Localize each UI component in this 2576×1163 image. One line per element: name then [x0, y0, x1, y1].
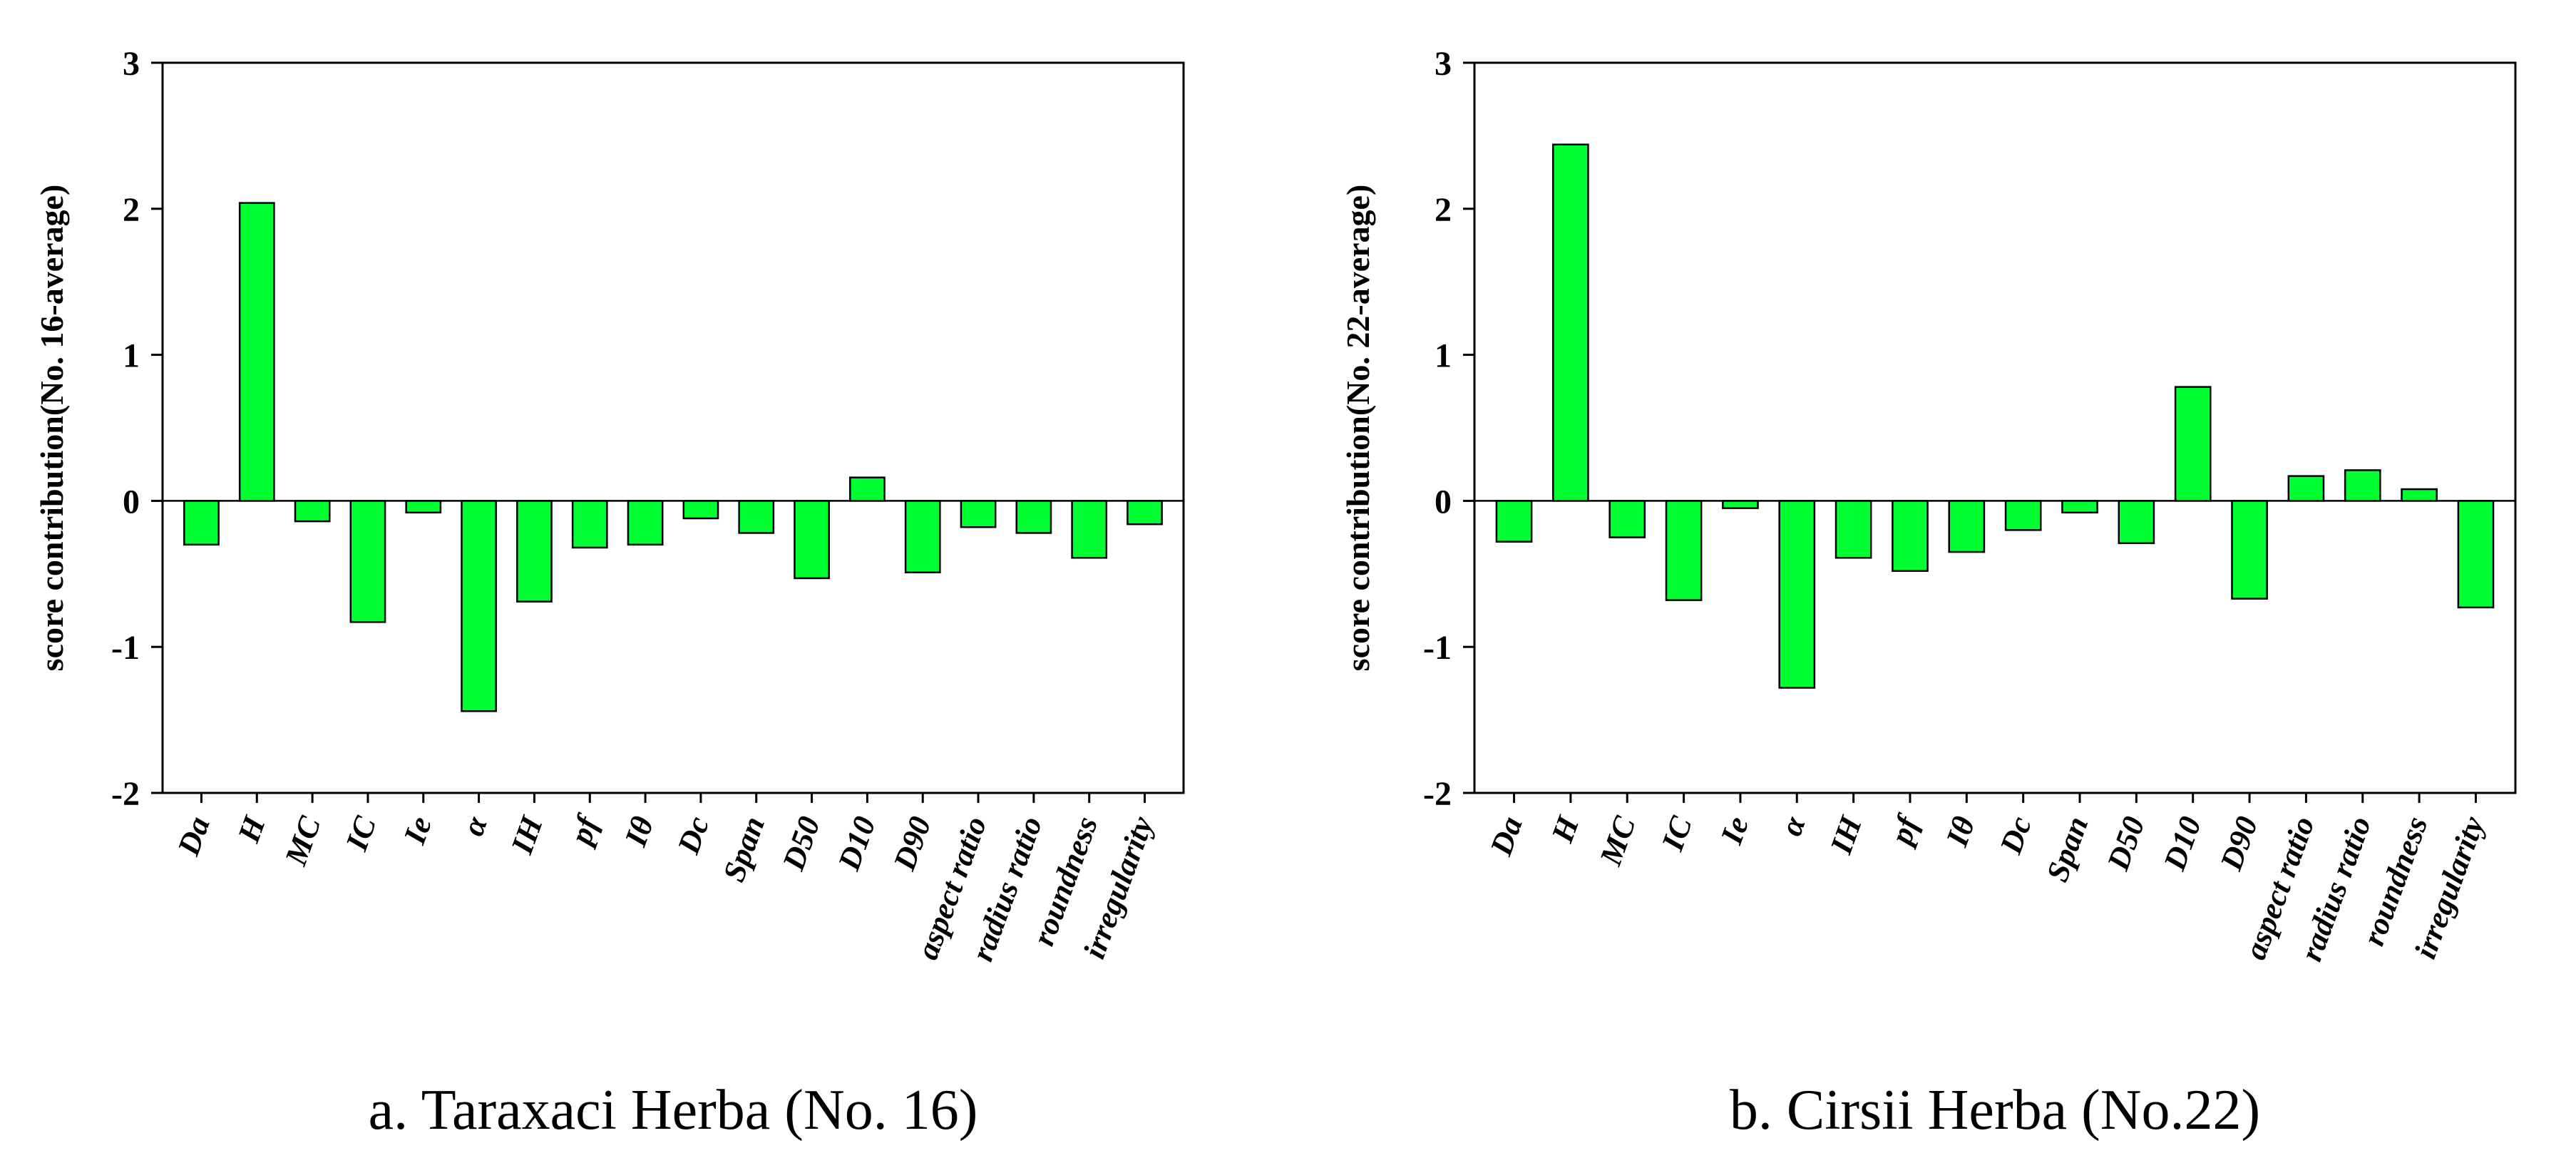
category-label: α: [456, 811, 495, 840]
plot-frame: [161, 61, 1185, 794]
category-label: D50: [776, 812, 827, 876]
bar-irregularity: [2457, 500, 2495, 609]
y-tick-label: 1: [1435, 337, 1452, 375]
category-label: Span: [2040, 812, 2095, 886]
bar-MC: [1608, 500, 1646, 538]
category-label: IC: [1655, 811, 1700, 856]
bar-α: [1778, 500, 1816, 689]
y-axis-label: score contribution(No. 22-average): [1340, 185, 1376, 672]
category-label: Dc: [1993, 812, 2038, 859]
bar-IH: [1834, 500, 1872, 559]
y-axis-label: score contribution(No. 16-average): [34, 185, 70, 672]
chart-panel-1: -2 -1 0 1 2 3 Da H MC IC Ie α IH pf Iθ Dc Span D50 D10 D90 a…: [34, 45, 1185, 1142]
bar-H: [238, 202, 275, 502]
y-tick-label: -2: [111, 775, 140, 813]
category-label: Span: [716, 812, 771, 886]
category-label: D90: [2213, 812, 2264, 876]
bar-D50: [2118, 500, 2155, 545]
bar-α: [461, 500, 497, 712]
bar-roundness: [2401, 488, 2438, 502]
bar-radius-ratio: [1015, 500, 1052, 534]
y-tick-label: 0: [1435, 483, 1452, 521]
bar-D10: [849, 476, 886, 502]
bar-IC: [1665, 500, 1703, 601]
category-label: MC: [1593, 811, 1643, 871]
plot-frame: [1473, 61, 2517, 794]
bar-Ie: [1722, 500, 1759, 509]
category-label: IC: [339, 811, 384, 856]
bar-aspect-ratio: [2287, 475, 2325, 502]
category-label: Da: [1483, 812, 1529, 861]
y-tick-label: 3: [1435, 45, 1452, 83]
bar-Ie: [405, 500, 442, 514]
bar-Span: [2061, 500, 2098, 514]
bar-Iθ: [627, 500, 664, 546]
bar-IH: [516, 500, 553, 603]
bar-pf: [571, 500, 608, 549]
bar-D10: [2174, 386, 2212, 502]
category-label: Iθ: [1939, 812, 1982, 851]
y-tick-label: -2: [1423, 775, 1452, 813]
bar-roundness: [1071, 500, 1108, 559]
category-label: IH: [504, 811, 550, 859]
category-label: Da: [170, 812, 217, 861]
bar-radius-ratio: [2344, 469, 2381, 502]
category-label: MC: [278, 811, 328, 871]
category-label: pf: [1882, 809, 1926, 851]
bar-D50: [794, 500, 830, 580]
category-label: H: [1544, 811, 1586, 848]
bar-H: [1552, 143, 1589, 502]
category-label: D50: [2100, 812, 2151, 876]
category-label: IH: [1823, 811, 1869, 859]
y-tick-label: 2: [1435, 191, 1452, 229]
bar-irregularity: [1127, 500, 1163, 526]
bar-pf: [1892, 500, 1929, 572]
category-label: Dc: [670, 812, 716, 859]
category-label: Iθ: [617, 812, 660, 851]
panel-caption: a. Taraxaci Herba (No. 16): [369, 1079, 978, 1142]
category-label: H: [231, 811, 273, 848]
y-tick-label: 0: [123, 483, 140, 521]
category-label: Ie: [396, 812, 438, 849]
bar-aspect-ratio: [960, 500, 997, 528]
y-tick-label: 3: [123, 45, 140, 83]
bar-MC: [294, 500, 331, 523]
bar-Iθ: [1948, 500, 1986, 553]
category-label: D10: [831, 812, 882, 876]
y-tick-label: -1: [1423, 629, 1452, 667]
bar-IC: [349, 500, 386, 623]
category-label: D90: [886, 812, 938, 876]
bar-D90: [2231, 500, 2268, 600]
category-label: α: [1773, 811, 1812, 840]
bar-Dc: [682, 500, 719, 520]
category-label: Ie: [1713, 812, 1755, 849]
panel-caption: b. Cirsii Herba (No.22): [1730, 1079, 2260, 1142]
bar-Span: [738, 500, 775, 534]
y-tick-label: 1: [123, 337, 140, 375]
bar-Dc: [2004, 500, 2042, 531]
y-tick-label: 2: [123, 191, 140, 229]
category-label: pf: [563, 809, 606, 851]
bar-Da: [1495, 500, 1533, 543]
bar-Da: [183, 500, 220, 546]
bar-D90: [904, 500, 941, 574]
y-tick-label: -1: [111, 629, 140, 667]
category-label: D10: [2157, 812, 2208, 876]
